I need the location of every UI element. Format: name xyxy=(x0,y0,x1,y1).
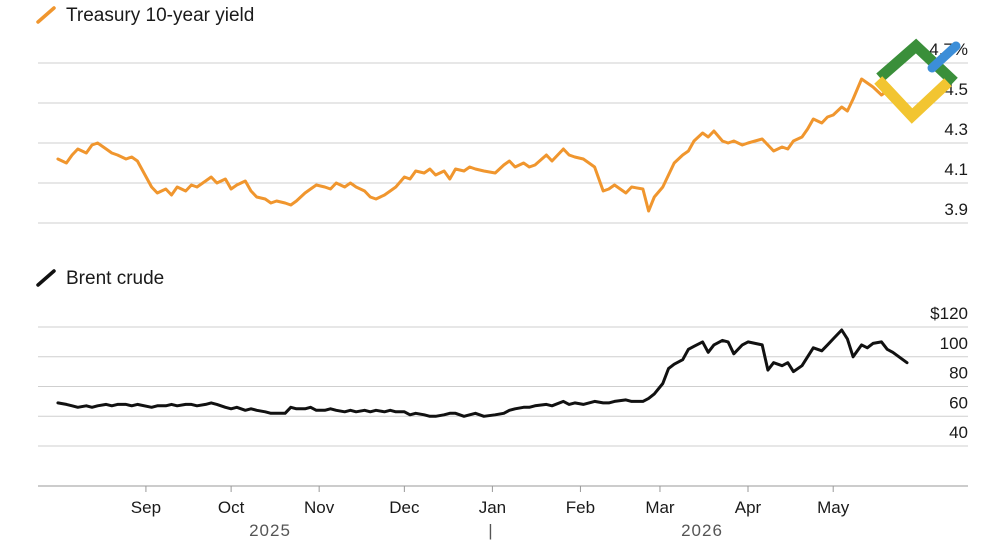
x-tick-label: Apr xyxy=(735,498,762,517)
x-year-label: 2026 xyxy=(681,521,723,540)
x-tick-label: Dec xyxy=(389,498,420,517)
brent-y-tick-label: 80 xyxy=(949,364,968,383)
x-tick-label: Oct xyxy=(218,498,245,517)
x-tick-label: Nov xyxy=(304,498,335,517)
brent-y-tick-label: 60 xyxy=(949,393,968,412)
treasury-y-tick-label: 4.3 xyxy=(944,120,968,139)
x-axis: Sep Oct Nov Dec Jan Feb Mar Apr May 2025 | 2026 xyxy=(38,485,968,540)
x-tick-label: Jan xyxy=(479,498,506,517)
treasury-series-line xyxy=(56,77,909,213)
x-year-label: | xyxy=(488,521,493,540)
brent-y-tick-label: 40 xyxy=(949,423,968,442)
brent-legend-swatch xyxy=(36,269,56,287)
brent-panel: Brent crude 40 60 80 100 $120 xyxy=(36,268,968,447)
treasury-legend: Treasury 10-year yield xyxy=(66,5,254,26)
brent-y-tick-label: $120 xyxy=(930,304,968,323)
brent-y-ticks: 40 60 80 100 $120 xyxy=(930,304,968,442)
treasury-panel: Treasury 10-year yield 3.94.14.34.54.7% xyxy=(36,5,968,224)
treasury-gridlines xyxy=(38,62,968,224)
treasury-legend-swatch xyxy=(36,6,56,24)
x-tick-label: May xyxy=(817,498,850,517)
brent-gridlines xyxy=(38,326,968,447)
brent-y-tick-label: 100 xyxy=(940,334,968,353)
x-tick-label: Feb xyxy=(566,498,595,517)
brent-series-line xyxy=(56,328,909,418)
x-year-label: 2025 xyxy=(249,521,291,540)
treasury-y-tick-label: 4.1 xyxy=(944,160,968,179)
treasury-y-tick-label: 3.9 xyxy=(944,200,968,219)
x-tick-label: Mar xyxy=(645,498,675,517)
brent-legend: Brent crude xyxy=(66,268,164,289)
watermark-logo xyxy=(874,38,961,124)
x-tick-label: Sep xyxy=(131,498,161,517)
